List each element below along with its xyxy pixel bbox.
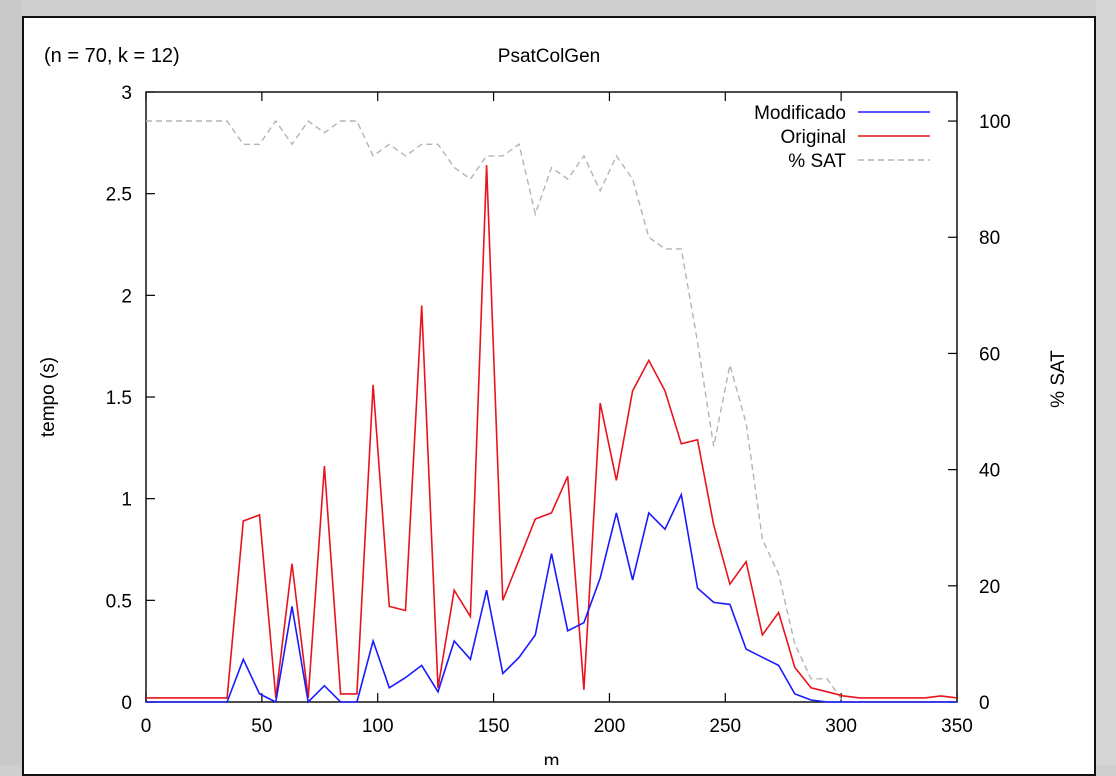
backdrop-right [1096,0,1116,765]
y-axis-label: tempo (s) [38,357,59,437]
backdrop-left [0,0,22,765]
x-tick-label: 150 [478,716,510,737]
x-axis-label: m [544,751,560,765]
y2-tick-label: 60 [979,344,1000,365]
x-tick-label: 300 [825,716,857,737]
x-tick-label: 0 [141,716,152,737]
y-tick-label: 2.5 [106,185,132,206]
legend-label: Original [781,127,846,148]
y2-axis-label: % SAT [1048,350,1069,408]
y2-tick-label: 20 [979,577,1000,598]
legend-label: Modificado [754,103,846,124]
figure-panel [22,16,1096,776]
y-tick-label: 1 [121,490,132,511]
y-tick-label: 2 [121,286,132,307]
y2-tick-label: 100 [979,112,1011,133]
series-line-original [146,165,958,699]
y-tick-label: 0 [121,693,132,714]
legend-label: % SAT [788,151,846,172]
x-tick-label: 350 [941,716,973,737]
chart-title: PsatColGen [498,46,600,67]
y-tick-label: 0.5 [106,591,132,612]
corner-label: (n = 70, k = 12) [44,45,180,67]
x-tick-label: 50 [251,716,272,737]
x-tick-label: 100 [362,716,394,737]
x-tick-label: 200 [594,716,626,737]
y2-tick-label: 0 [979,693,990,714]
y-tick-label: 1.5 [106,388,132,409]
x-tick-label: 250 [709,716,741,737]
series-line-pct-sat [146,119,957,703]
y-tick-label: 3 [121,83,132,104]
y2-tick-label: 40 [979,461,1000,482]
series-line-modificado [146,491,957,704]
y2-tick-label: 80 [979,228,1000,249]
